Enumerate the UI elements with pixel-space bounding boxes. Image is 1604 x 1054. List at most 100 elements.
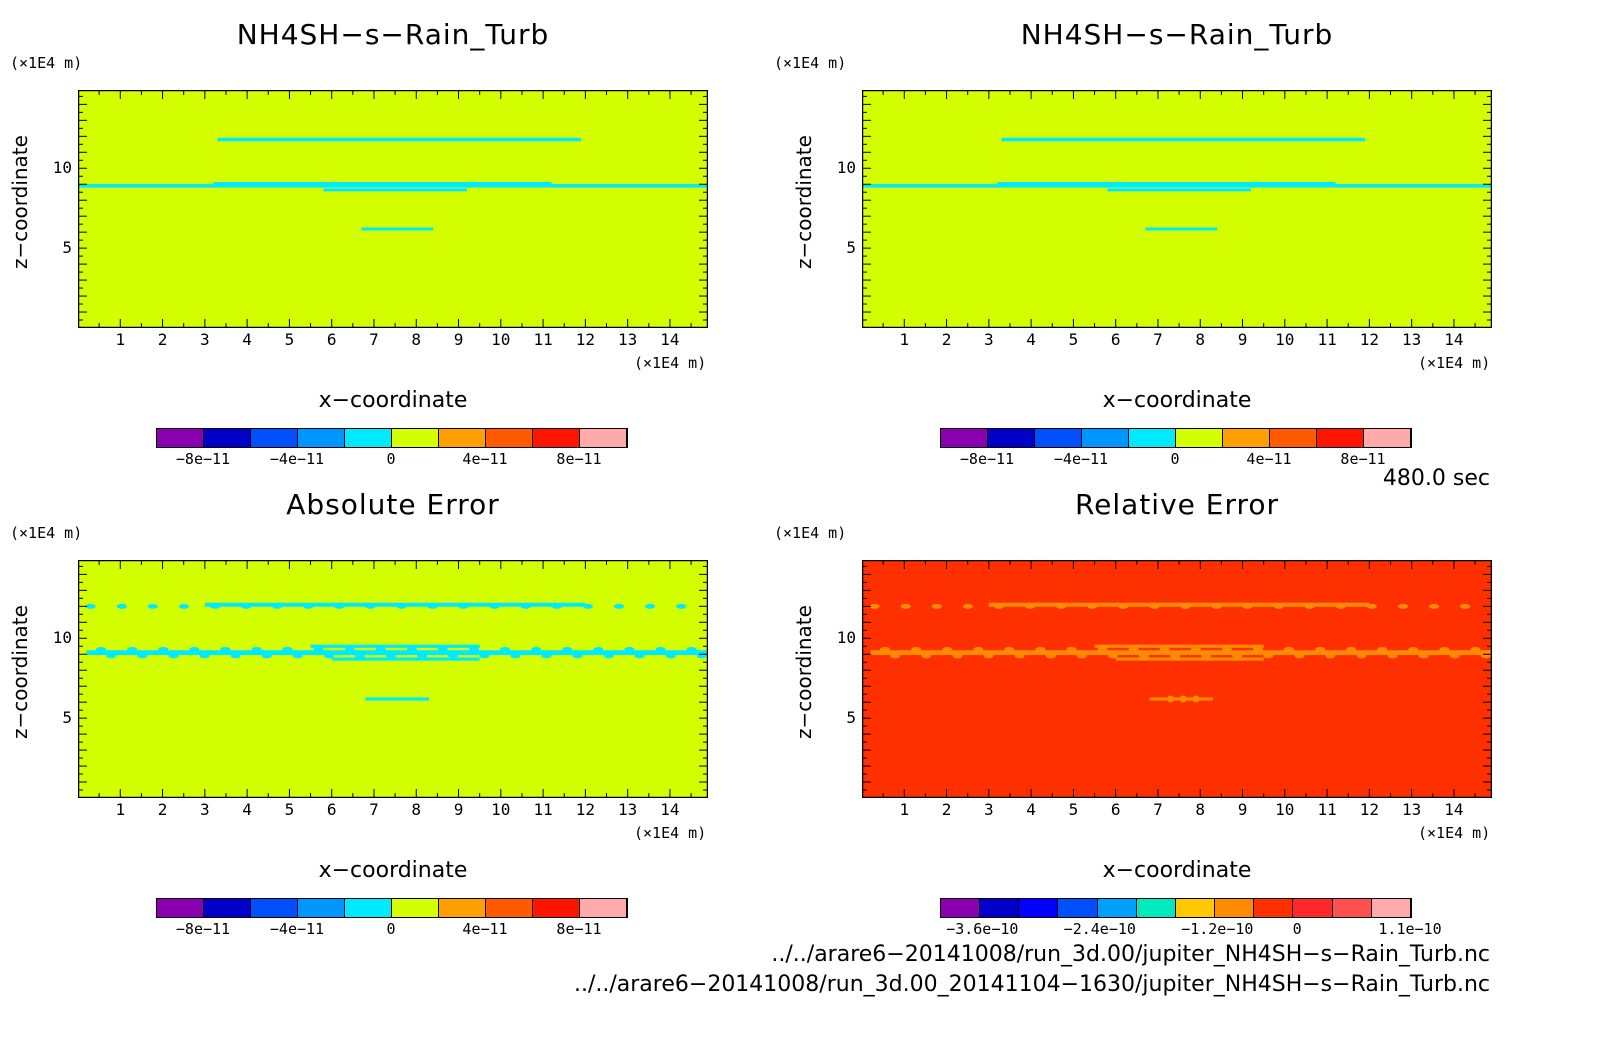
contour-speckle xyxy=(676,603,687,609)
contour-band xyxy=(997,182,1336,186)
contour-speckle xyxy=(634,653,645,659)
panel-title: Relative Error xyxy=(1074,488,1280,521)
colorbar-swatch xyxy=(251,899,298,917)
contour-speckle xyxy=(572,653,583,659)
colorbar-swatch xyxy=(345,899,392,917)
colorbar-swatch xyxy=(1035,429,1082,447)
colorbar-swatch xyxy=(298,899,345,917)
colorbar-swatch xyxy=(486,429,533,447)
contour-speckle xyxy=(952,653,963,659)
y-tick-label: 5 xyxy=(846,708,856,728)
contour-band xyxy=(86,650,708,656)
file-path-2: ../../arare6−20141008/run_3d.00_20141104… xyxy=(573,972,1490,997)
x-tick-label: 10 xyxy=(1275,330,1295,349)
colorbar-label: −2.4e−10 xyxy=(1063,920,1136,938)
contour-speckle xyxy=(1139,653,1150,659)
y-axis-label: z−coordinate xyxy=(8,605,32,739)
contour-speckle xyxy=(458,603,469,609)
x-tick-label: 2 xyxy=(941,800,952,819)
contour-dot xyxy=(1192,695,1200,703)
x-tick-label: 2 xyxy=(941,330,952,349)
contour-speckle xyxy=(869,603,880,609)
x-tick-label: 10 xyxy=(1275,800,1295,819)
colorbar-swatch xyxy=(345,429,392,447)
colorbar-swatch xyxy=(941,429,988,447)
contour-speckle xyxy=(942,646,953,652)
contour-speckle xyxy=(396,603,407,609)
x-axis-label: x−coordinate xyxy=(1102,388,1252,413)
x-tick-label: 14 xyxy=(660,330,680,349)
contour-speckle xyxy=(85,603,96,609)
contour-speckle xyxy=(178,603,189,609)
x-tick-label: 12 xyxy=(1359,800,1379,819)
contour-speckle xyxy=(448,653,459,659)
contour-speckle xyxy=(582,603,593,609)
x-tick-label: 1 xyxy=(115,800,126,819)
x-tick-label: 8 xyxy=(1195,800,1206,819)
contour-speckle xyxy=(1263,653,1274,659)
x-tick-label: 14 xyxy=(1444,330,1464,349)
contour-dot xyxy=(1179,695,1187,703)
x-tick-label: 6 xyxy=(326,330,337,349)
contour-speckle xyxy=(1408,646,1419,652)
contour-band xyxy=(78,184,708,188)
contour-band xyxy=(204,602,586,607)
contour-speckle xyxy=(1470,646,1481,652)
colorbar-label: −8e−11 xyxy=(175,450,231,468)
colorbar-swatch xyxy=(1364,429,1411,447)
contour-speckle xyxy=(406,646,417,652)
contour-speckle xyxy=(137,653,148,659)
contour-speckle xyxy=(1056,603,1067,609)
contour-speckle xyxy=(1356,653,1367,659)
colorbar-swatch xyxy=(1371,899,1411,917)
contour-band xyxy=(870,650,1492,656)
plot-frame xyxy=(78,90,708,328)
colorbar-swatch xyxy=(1223,429,1270,447)
colorbar-swatch xyxy=(1082,429,1129,447)
contour-speckle xyxy=(1221,646,1232,652)
colorbar-swatch xyxy=(1136,899,1176,917)
contour-speckle xyxy=(541,653,552,659)
contour-speckle xyxy=(220,646,231,652)
contour-speckle xyxy=(479,653,490,659)
contour-speckle xyxy=(96,646,107,652)
x-tick-label: 5 xyxy=(284,330,295,349)
contour-speckle xyxy=(880,646,891,652)
y-unit: (×1E4 m) xyxy=(774,54,847,72)
x-tick-label: 5 xyxy=(1068,330,1079,349)
y-tick-label: 5 xyxy=(846,238,856,258)
file-path-1: ../../arare6−20141008/run_3d.00/jupiter_… xyxy=(771,942,1490,967)
contour-speckle xyxy=(230,653,241,659)
contour-speckle xyxy=(168,653,179,659)
x-unit: (×1E4 m) xyxy=(1418,824,1491,842)
contour-speckle xyxy=(272,603,283,609)
contour-speckle xyxy=(1449,653,1460,659)
x-tick-label: 7 xyxy=(369,800,379,819)
contour-speckle xyxy=(593,646,604,652)
contour-speckle xyxy=(292,653,303,659)
contour-speckle xyxy=(1294,653,1305,659)
x-tick-label: 14 xyxy=(1444,800,1464,819)
x-tick-label: 9 xyxy=(453,800,464,819)
colorbar-label: 1.1e−10 xyxy=(1378,920,1442,938)
contour-speckle xyxy=(983,653,994,659)
colorbar-label: −8e−11 xyxy=(959,450,1015,468)
x-tick-label: 12 xyxy=(575,800,595,819)
contour-speckle xyxy=(1014,653,1025,659)
contour-band xyxy=(1107,188,1251,192)
colorbar-swatch xyxy=(980,899,1020,917)
contour-speckle xyxy=(1107,653,1118,659)
x-axis-label: x−coordinate xyxy=(318,858,468,883)
colorbar-swatch xyxy=(392,899,439,917)
contour-speckle xyxy=(962,603,973,609)
contour-speckle xyxy=(686,646,697,652)
contour-speckle xyxy=(931,603,942,609)
contour-speckle xyxy=(500,646,511,652)
colorbar-label: 8e−11 xyxy=(1340,450,1386,468)
contour-speckle xyxy=(665,653,676,659)
x-tick-label: 2 xyxy=(157,800,168,819)
contour-speckle xyxy=(531,646,542,652)
y-tick-label: 10 xyxy=(836,628,856,648)
contour-speckle xyxy=(116,603,127,609)
